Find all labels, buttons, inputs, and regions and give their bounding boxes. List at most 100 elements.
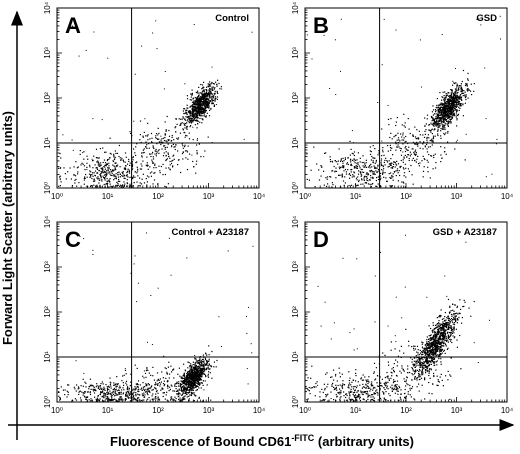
scatter-point: [120, 186, 122, 188]
scatter-point: [218, 82, 220, 85]
scatter-point: [146, 181, 148, 183]
scatter-point: [167, 143, 169, 145]
scatter-point: [349, 140, 351, 142]
scatter-point: [205, 116, 207, 118]
scatter-point: [198, 102, 200, 104]
x-axis-title-main: Fluorescence of Bound CD61: [110, 434, 291, 449]
scatter-point: [196, 375, 198, 377]
scatter-point: [176, 137, 178, 139]
scatter-point: [446, 115, 448, 117]
scatter-point: [426, 137, 428, 139]
scatter-point: [354, 184, 357, 186]
scatter-point: [186, 169, 189, 171]
scatter-point: [105, 183, 107, 185]
scatter-point: [177, 394, 179, 396]
scatter-point: [190, 374, 192, 376]
scatter-point: [189, 116, 191, 118]
scatter-point: [448, 121, 450, 123]
scatter-point: [335, 177, 337, 179]
scatter-point: [109, 390, 111, 392]
scatter-point: [126, 384, 128, 386]
scatter-point: [203, 100, 205, 102]
scatter-point: [177, 383, 179, 385]
scatter-point: [189, 110, 191, 113]
scatter-point: [108, 168, 110, 170]
scatter-point: [178, 388, 180, 390]
scatter-point: [335, 94, 337, 95]
scatter-point: [219, 88, 221, 90]
scatter-point: [164, 71, 166, 72]
scatter-point: [199, 379, 201, 381]
scatter-point: [183, 387, 185, 389]
scatter-point: [449, 325, 451, 327]
scatter-point: [445, 109, 447, 111]
scatter-point: [165, 130, 167, 132]
scatter-point: [168, 139, 170, 141]
scatter-point: [435, 331, 437, 334]
scatter-point: [199, 367, 201, 369]
scatter-point: [86, 168, 88, 170]
scatter-point: [378, 150, 380, 152]
scatter-point: [364, 182, 366, 184]
scatter-point: [129, 131, 131, 132]
y-tick-label: 10¹: [291, 137, 300, 149]
scatter-point: [58, 391, 60, 393]
scatter-point: [194, 368, 196, 370]
scatter-point: [182, 147, 184, 149]
scatter-point: [353, 172, 356, 174]
scatter-point: [458, 87, 460, 89]
scatter-point: [128, 387, 130, 389]
scatter-point: [68, 384, 70, 386]
scatter-point: [432, 329, 434, 331]
scatter-point: [117, 383, 119, 385]
scatter-point: [442, 96, 444, 99]
scatter-point: [425, 372, 427, 374]
scatter-point: [80, 385, 82, 387]
scatter-point: [64, 394, 66, 396]
scatter-point: [202, 384, 204, 386]
scatter-point: [98, 388, 101, 390]
scatter-point: [117, 184, 119, 186]
scatter-point: [130, 392, 132, 395]
scatter-point: [192, 110, 195, 112]
scatter-point: [201, 382, 203, 384]
scatter-point: [435, 338, 437, 340]
scatter-point: [456, 114, 458, 116]
scatter-point: [424, 354, 426, 356]
scatter-point: [405, 145, 407, 148]
scatter-point: [110, 171, 112, 173]
scatter-point: [191, 372, 193, 374]
scatter-point: [128, 185, 130, 187]
scatter-point: [436, 118, 438, 120]
scatter-point: [182, 381, 184, 383]
scatter-point: [174, 384, 176, 386]
scatter-point: [129, 176, 131, 178]
scatter-point: [136, 143, 138, 145]
scatter-point: [377, 183, 379, 185]
scatter-point: [200, 106, 202, 108]
scatter-point: [132, 388, 134, 390]
scatter-point: [227, 250, 229, 252]
scatter-point: [112, 393, 115, 395]
scatter-point: [120, 391, 122, 393]
scatter-point: [373, 173, 375, 175]
scatter-point: [106, 163, 109, 165]
scatter-point: [196, 139, 198, 141]
scatter-point: [186, 381, 188, 383]
scatter-point: [467, 78, 469, 80]
scatter-point: [201, 358, 203, 361]
scatter-point: [349, 173, 351, 175]
scatter-point: [205, 110, 207, 112]
scatter-point: [139, 185, 141, 187]
scatter-point: [146, 156, 148, 158]
scatter-point: [438, 117, 440, 119]
scatter-point: [132, 159, 134, 161]
x-tick-label: 10³: [203, 192, 215, 201]
scatter-point: [101, 179, 103, 181]
scatter-point: [214, 90, 216, 92]
scatter-point: [96, 385, 98, 387]
scatter-point: [199, 114, 202, 116]
scatter-point: [185, 123, 187, 125]
scatter-point: [126, 183, 129, 185]
scatter-point: [435, 115, 437, 118]
